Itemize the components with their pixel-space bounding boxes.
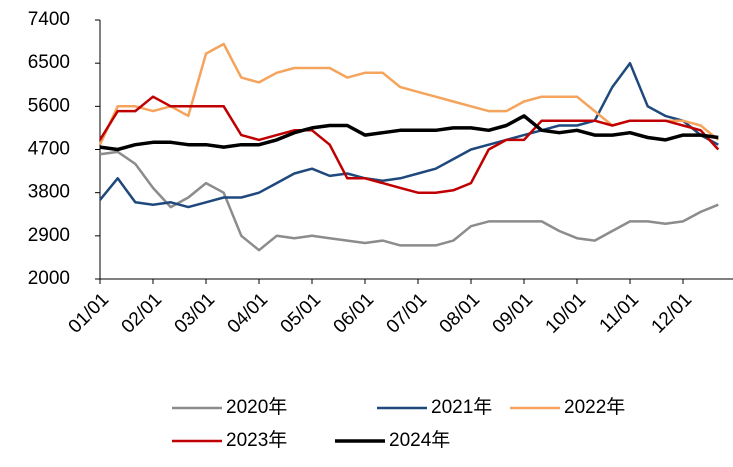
x-tick-label: 09/01 — [489, 289, 537, 337]
y-tick-label: 6500 — [28, 52, 70, 73]
y-tick-label: 7400 — [28, 9, 70, 30]
series-line — [99, 61, 719, 209]
legend-label: 2020年 — [226, 396, 287, 418]
x-tick-label: 06/01 — [330, 289, 378, 337]
x-tick-label: 08/01 — [436, 289, 484, 337]
x-tick-label: 01/01 — [65, 289, 113, 337]
legend-label: 2022年 — [564, 396, 625, 418]
y-tick-label: 3800 — [28, 182, 70, 203]
legend-label: 2023年 — [226, 429, 287, 451]
legend-label: 2024年 — [389, 429, 450, 451]
series-line — [99, 150, 719, 252]
y-tick-label: 5600 — [28, 95, 70, 116]
y-tick-label: 4700 — [28, 139, 70, 160]
x-tick-label: 05/01 — [277, 289, 325, 337]
y-tick-label: 2000 — [28, 268, 70, 289]
x-tick-label: 11/01 — [596, 289, 643, 336]
x-tick-label: 10/01 — [542, 289, 590, 337]
x-tick-label: 03/01 — [171, 289, 219, 337]
x-tick-label: 04/01 — [224, 289, 272, 337]
x-tick-label: 02/01 — [118, 289, 166, 337]
x-tick-label: 07/01 — [383, 289, 431, 337]
x-tick-label: 12/01 — [648, 289, 696, 337]
y-tick-label: 2900 — [28, 225, 70, 246]
series-line — [99, 114, 719, 152]
legend-label: 2021年 — [431, 396, 492, 418]
series-line — [98, 95, 720, 194]
